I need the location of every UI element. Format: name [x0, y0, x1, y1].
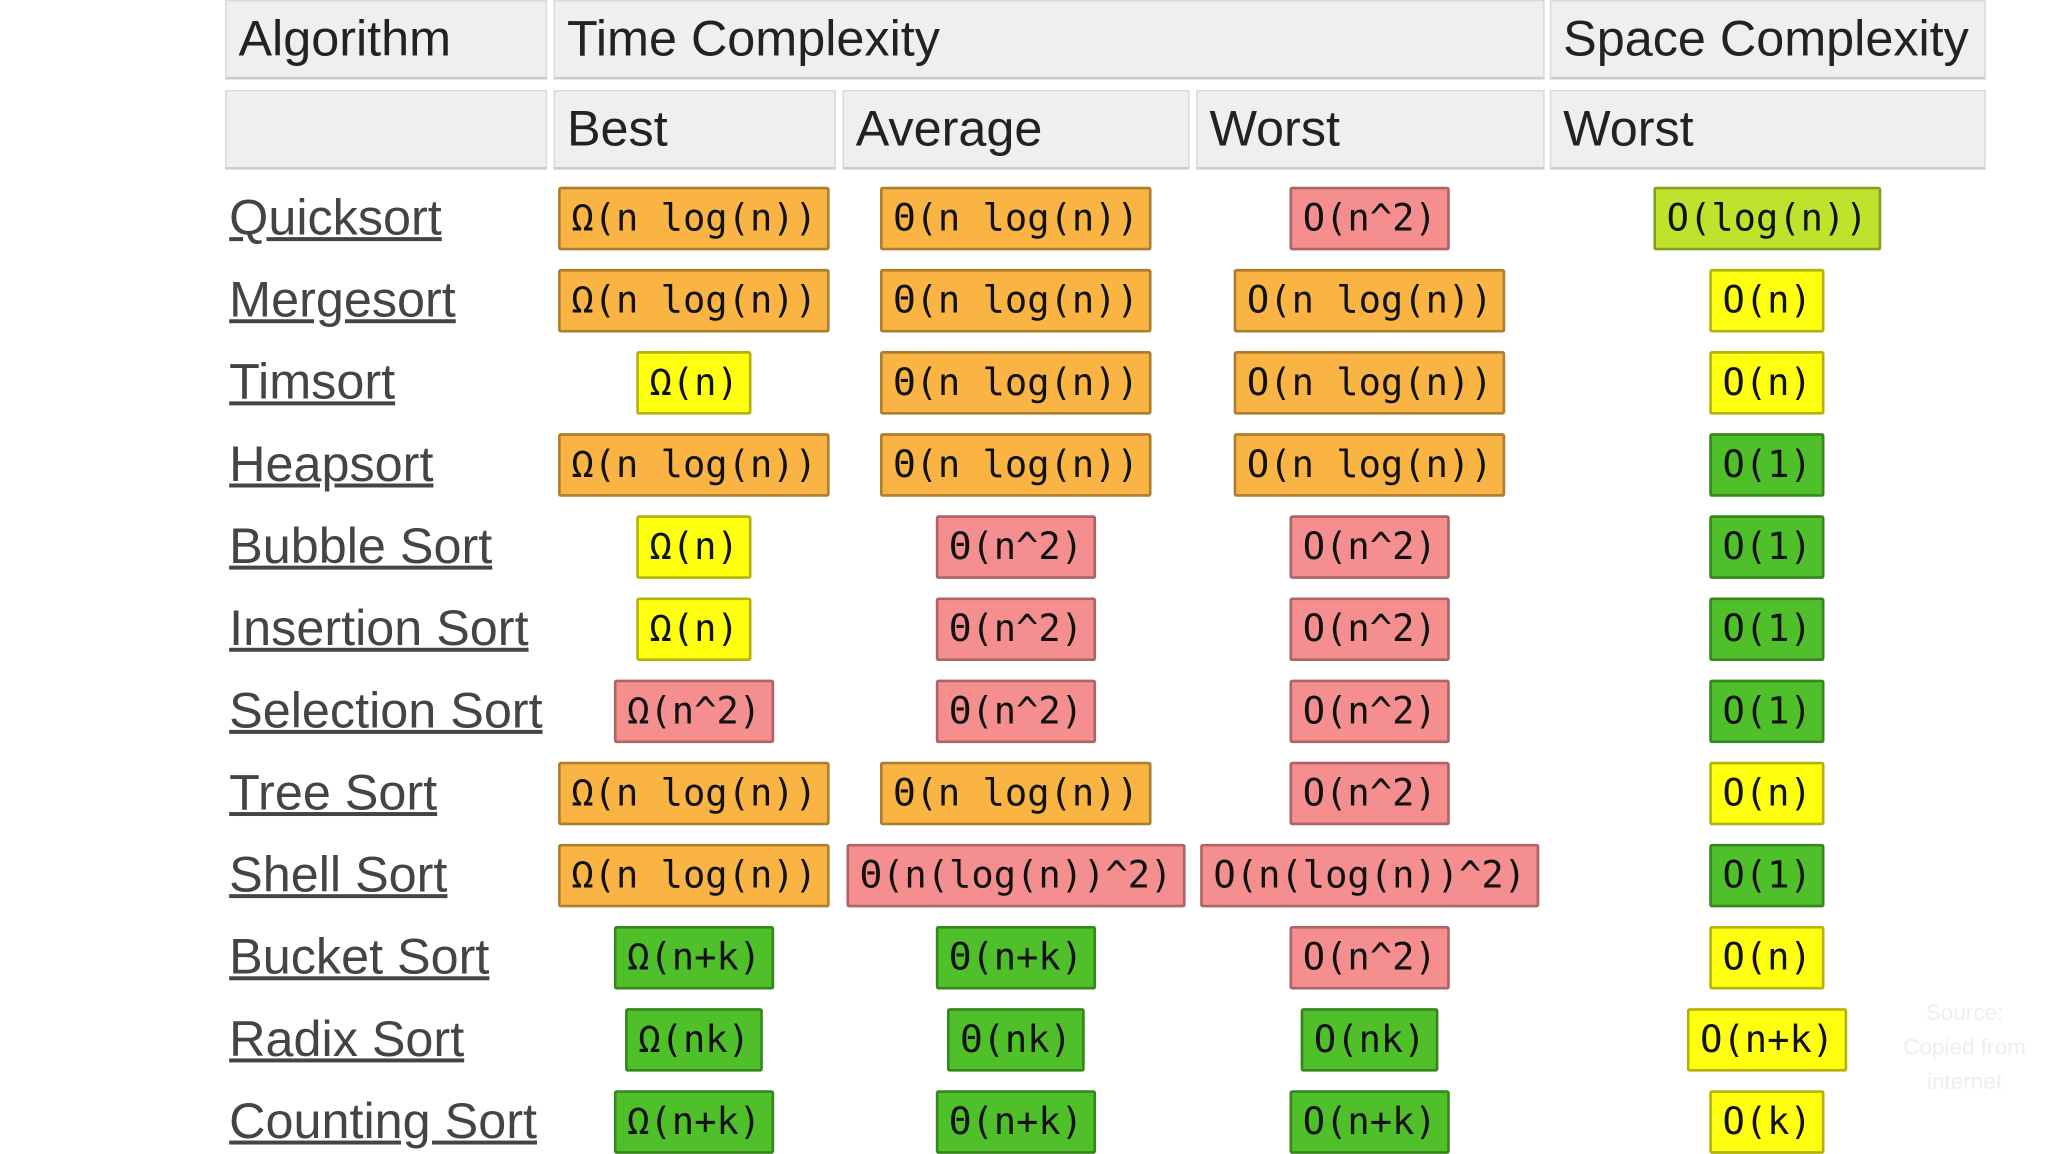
header-cell: Algorithm	[225, 0, 548, 80]
complexity-badge: O(n+k)	[1289, 1090, 1450, 1154]
complexity-badge: Ω(n^2)	[613, 679, 775, 744]
complexity-badge: Ω(n log(n))	[558, 186, 831, 251]
algorithm-link[interactable]: Bubble Sort	[229, 519, 493, 575]
complexity-badge: Θ(n log(n))	[879, 186, 1153, 251]
complexity-badge: Ω(n+k)	[613, 1090, 775, 1154]
complexity-badge: Ω(n+k)	[613, 925, 775, 990]
complexity-badge: Θ(n+k)	[935, 1090, 1097, 1154]
complexity-badge: Ω(n)	[636, 597, 753, 662]
complexity-badge: O(k)	[1709, 1090, 1826, 1154]
complexity-badge: O(n^2)	[1289, 186, 1450, 251]
algorithm-link[interactable]: Shell Sort	[229, 847, 448, 904]
complexity-badge: Ω(n log(n))	[558, 433, 831, 497]
complexity-badge: Θ(n log(n))	[879, 761, 1153, 826]
header-cell	[225, 90, 548, 170]
complexity-badge: O(1)	[1709, 515, 1826, 579]
header-cell: Space Complexity	[1549, 0, 1986, 80]
algorithm-link[interactable]: Radix Sort	[229, 1012, 465, 1068]
complexity-badge: Ω(n)	[636, 351, 753, 415]
header-cell: Best	[553, 90, 836, 170]
complexity-badge: O(1)	[1709, 679, 1826, 744]
complexity-badge: Ω(nk)	[625, 1008, 764, 1072]
complexity-badge: O(nk)	[1300, 1008, 1439, 1072]
complexity-badge: O(n)	[1709, 925, 1826, 990]
complexity-badge: Θ(n^2)	[935, 597, 1097, 662]
algorithm-link[interactable]: Bucket Sort	[229, 929, 490, 986]
algorithm-link[interactable]: Timsort	[229, 355, 396, 411]
algorithm-link[interactable]: Heapsort	[229, 437, 434, 493]
header-cell: Worst	[1549, 90, 1986, 170]
complexity-badge: Θ(n^2)	[935, 679, 1097, 744]
complexity-badge: O(n(log(n))^2)	[1200, 843, 1540, 908]
header-cell: Time Complexity	[553, 0, 1545, 80]
complexity-badge: Ω(n log(n))	[558, 268, 831, 333]
complexity-badge: O(n log(n))	[1233, 268, 1506, 333]
complexity-badge: Ω(n)	[636, 515, 753, 579]
algorithm-link[interactable]: Counting Sort	[229, 1094, 538, 1150]
complexity-badge: Θ(n log(n))	[879, 433, 1153, 497]
complexity-badge: Θ(n^2)	[935, 515, 1097, 579]
algorithm-link[interactable]: Quicksort	[229, 190, 442, 247]
complexity-badge: Θ(n+k)	[935, 925, 1097, 990]
header-cell: Average	[842, 90, 1190, 170]
complexity-badge: O(n+k)	[1686, 1008, 1848, 1072]
complexity-badge: O(n^2)	[1289, 679, 1450, 744]
algorithm-link[interactable]: Selection Sort	[229, 683, 543, 740]
complexity-badge: Θ(n(log(n))^2)	[846, 843, 1186, 908]
algorithm-link[interactable]: Mergesort	[229, 272, 456, 329]
complexity-badge: O(1)	[1709, 843, 1826, 908]
complexity-badge: Θ(nk)	[946, 1008, 1086, 1072]
complexity-badge: O(n)	[1709, 761, 1826, 826]
watermark: Source: Copied from internet	[1903, 1000, 2026, 1095]
complexity-badge: O(log(n))	[1653, 186, 1881, 251]
complexity-badge: O(n log(n))	[1233, 433, 1506, 497]
algorithm-link[interactable]: Insertion Sort	[229, 601, 529, 658]
complexity-badge: O(n^2)	[1289, 515, 1450, 579]
complexity-badge: Ω(n log(n))	[558, 843, 831, 908]
complexity-badge: Θ(n log(n))	[879, 268, 1153, 333]
complexity-badge: O(n)	[1709, 351, 1826, 415]
header-cell: Worst	[1196, 90, 1545, 170]
complexity-badge: Ω(n log(n))	[558, 761, 831, 826]
complexity-badge: O(n^2)	[1289, 761, 1450, 826]
complexity-badge: O(1)	[1709, 433, 1826, 497]
complexity-badge: O(1)	[1709, 597, 1826, 662]
complexity-badge: O(n^2)	[1289, 925, 1450, 990]
complexity-badge: O(n log(n))	[1233, 351, 1506, 415]
algorithm-link[interactable]: Tree Sort	[229, 765, 438, 822]
complexity-badge: O(n^2)	[1289, 597, 1450, 662]
complexity-badge: Θ(n log(n))	[879, 351, 1153, 415]
complexity-badge: O(n)	[1709, 268, 1826, 333]
